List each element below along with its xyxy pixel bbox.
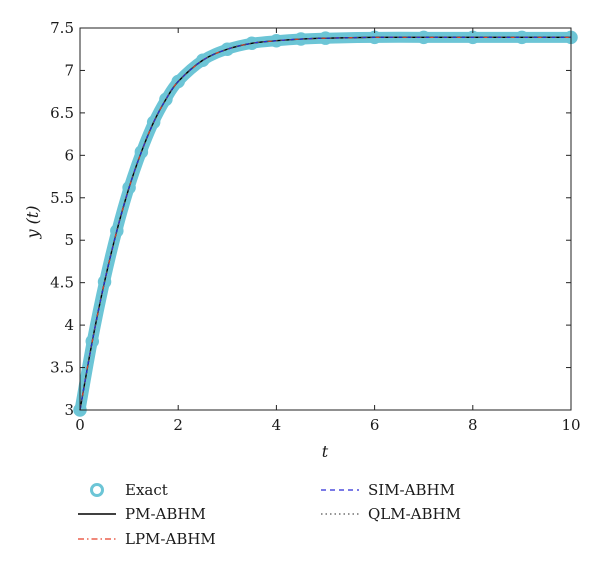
plot-area [73, 30, 578, 417]
y-tick-label: 7.5 [50, 19, 74, 37]
x-tick-label: 10 [561, 416, 580, 434]
legend-label-lpm-abhm: LPM-ABHM [125, 530, 216, 548]
data-point-exact [97, 275, 112, 289]
x-axis-label: t [322, 442, 329, 461]
series-line-sim-abhm [79, 36, 571, 411]
y-tick-label: 5.5 [50, 189, 74, 207]
legend-label-qlm-abhm: QLM-ABHM [368, 505, 461, 523]
y-tick-label: 4 [64, 316, 74, 334]
data-point-exact [134, 145, 149, 159]
legend: Exact PM-ABHM LPM-ABHM SIM-ABHM QLM-ABHM [78, 481, 461, 548]
data-point-exact [159, 92, 173, 107]
data-point-exact [122, 180, 136, 195]
y-tick-label: 4.5 [50, 274, 74, 292]
y-tick-label: 6.5 [50, 104, 74, 122]
x-tick-label: 6 [370, 416, 380, 434]
legend-marker-exact [90, 483, 104, 497]
plot-frame [79, 27, 572, 411]
x-tick-label: 8 [468, 416, 478, 434]
series-line-qlm-abhm [79, 36, 571, 411]
data-point-exact [110, 224, 124, 238]
x-tick-label: 0 [75, 416, 85, 434]
y-tick-label: 3.5 [50, 359, 74, 377]
y-tick-label: 3 [64, 401, 74, 419]
data-point-exact [85, 334, 100, 348]
series-line-pm-abhm [79, 36, 571, 411]
series-line-exact [74, 31, 577, 416]
series-line-lpm-abhm [79, 36, 571, 411]
axes: 0 2 4 6 8 10 3 3.5 4 4.5 5 5.5 6 6.5 7 7.5 [50, 19, 580, 434]
y-tick-label: 5 [64, 231, 74, 249]
legend-label-pm-abhm: PM-ABHM [125, 505, 206, 523]
data-point-exact [171, 74, 185, 89]
x-tick-label: 2 [173, 416, 183, 434]
x-tick-label: 4 [272, 416, 282, 434]
data-point-exact [146, 115, 161, 129]
y-tick-label: 7 [64, 61, 74, 79]
data-point-exact [245, 36, 259, 51]
y-tick-label: 6 [64, 146, 74, 164]
legend-label-sim-abhm: SIM-ABHM [368, 481, 455, 499]
y-axis-label: y (t) [23, 205, 42, 239]
data-point-exact [196, 53, 210, 68]
data-point-exact [220, 42, 235, 56]
legend-label-exact: Exact [125, 481, 168, 499]
